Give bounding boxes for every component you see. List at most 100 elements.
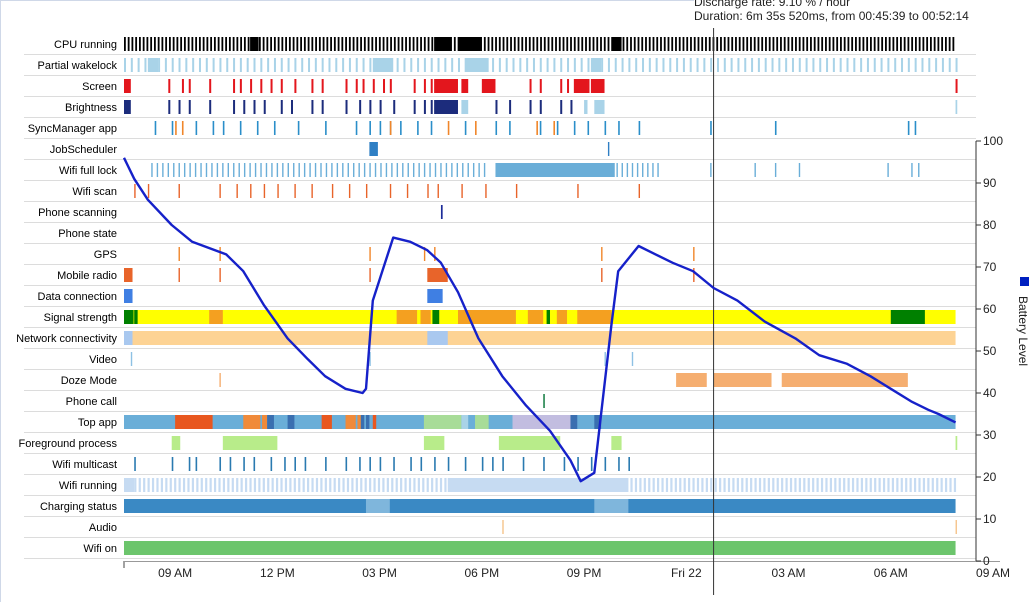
- top-app-bar: [360, 415, 365, 429]
- multicast-tick: [369, 457, 371, 471]
- cpu-tick: [731, 37, 734, 51]
- sync-tick: [175, 121, 177, 135]
- cpu-tick: [525, 37, 527, 51]
- cpu-tick: [333, 37, 336, 51]
- sync-tick: [171, 121, 174, 135]
- wifi-lock-tick: [616, 163, 618, 177]
- wakelock-tick: [846, 58, 849, 72]
- wakelock-tick: [492, 58, 495, 72]
- cpu-tick: [585, 37, 587, 51]
- wifi-running-tick: [767, 478, 770, 492]
- wifi-scan-tick: [294, 184, 296, 198]
- wifi-lock-tick: [445, 163, 448, 177]
- multicast-tick: [270, 457, 273, 471]
- top-app-bar: [365, 415, 370, 429]
- row-label: Wifi multicast: [52, 459, 117, 471]
- charging-bar: [124, 499, 956, 513]
- cpu-tick: [386, 37, 389, 51]
- legend-swatch: [1020, 277, 1029, 286]
- wakelock-tick: [676, 58, 679, 72]
- sync-tick: [495, 121, 498, 135]
- screen-tick: [529, 79, 532, 93]
- screen-tick: [345, 79, 348, 93]
- wifi-running-tick: [178, 478, 181, 492]
- wifi-lock-tick: [451, 163, 453, 177]
- wifi-running-tick: [138, 478, 141, 492]
- cpu-tick: [408, 37, 411, 51]
- wakelock-tick: [826, 58, 829, 72]
- wifi-running-tick: [258, 478, 261, 492]
- multicast-tick: [502, 457, 504, 471]
- sync-tick: [195, 121, 198, 135]
- row-label: Wifi scan: [72, 186, 117, 198]
- wakelock-tick: [607, 58, 610, 72]
- cpu-tick: [412, 37, 415, 51]
- sync-tick: [536, 121, 538, 135]
- wifi-running-tick: [705, 478, 708, 492]
- wakelock-tick: [785, 58, 788, 72]
- multicast-tick: [420, 457, 423, 471]
- sync-tick: [907, 121, 910, 135]
- wifi-lock-tick: [183, 163, 186, 177]
- cpu-tick: [232, 37, 235, 51]
- sync-tick: [400, 121, 402, 135]
- wifi-running-tick: [688, 478, 691, 492]
- cpu-tick: [146, 37, 149, 51]
- wakelock-tick: [437, 58, 440, 72]
- wifi-running-tick: [196, 478, 199, 492]
- cpu-tick: [708, 37, 711, 51]
- audio-tick: [955, 520, 957, 534]
- signal-bar: [890, 310, 925, 324]
- screen-tick: [250, 79, 253, 93]
- wakelock-tick: [457, 58, 460, 72]
- brightness-tick: [168, 100, 171, 114]
- cpu-tick: [273, 37, 276, 51]
- multicast-tick: [171, 457, 174, 471]
- wifi-lock-tick: [774, 163, 777, 177]
- screen-tick: [430, 79, 433, 93]
- sync-tick: [181, 121, 184, 135]
- wifi-running-tick: [134, 478, 137, 492]
- cpu-tick: [648, 37, 651, 51]
- cpu-tick: [416, 37, 419, 51]
- wifi-scan-tick: [406, 184, 409, 198]
- cpu-tick: [765, 37, 767, 51]
- y-tick-label: 30: [983, 428, 997, 442]
- screen-tick: [239, 79, 242, 93]
- wakelock-tick: [260, 58, 263, 72]
- top-app-bar: [175, 415, 213, 429]
- wakelock-tick: [751, 58, 754, 72]
- cpu-tick: [153, 37, 156, 51]
- wakelock-tick: [430, 58, 433, 72]
- cpu-tick: [427, 37, 430, 51]
- cpu-tick: [198, 37, 201, 51]
- cpu-tick: [633, 37, 636, 51]
- wifi-running-tick: [253, 478, 257, 492]
- tooltip-duration: Duration: 6m 35s 520ms, from 00:45:39 to…: [694, 9, 969, 23]
- cpu-tick: [821, 37, 824, 51]
- cpu-tick: [772, 37, 775, 51]
- wakelock-tick: [669, 58, 672, 72]
- brightness-tick: [359, 100, 362, 114]
- wakelock-tick: [955, 58, 958, 72]
- cpu-tick: [626, 37, 629, 51]
- wakelock-tick: [887, 58, 890, 72]
- cpu-tick: [337, 37, 340, 51]
- sync-tick: [154, 121, 157, 135]
- signal-bar: [209, 310, 223, 324]
- wifi-running-tick: [315, 478, 319, 492]
- screen-tick: [423, 79, 426, 93]
- top-app-bar: [357, 415, 361, 429]
- cpu-tick: [645, 37, 647, 51]
- y-tick-label: 90: [983, 176, 997, 190]
- cpu-tick: [142, 37, 145, 51]
- cpu-tick: [746, 37, 749, 51]
- screen-tick: [209, 79, 212, 93]
- cpu-tick: [870, 37, 872, 51]
- wakelock-tick: [928, 58, 931, 72]
- cpu-tick: [866, 37, 869, 51]
- screen-tick: [181, 79, 184, 93]
- screen-tick: [413, 79, 416, 93]
- row-label: Data connection: [38, 291, 118, 303]
